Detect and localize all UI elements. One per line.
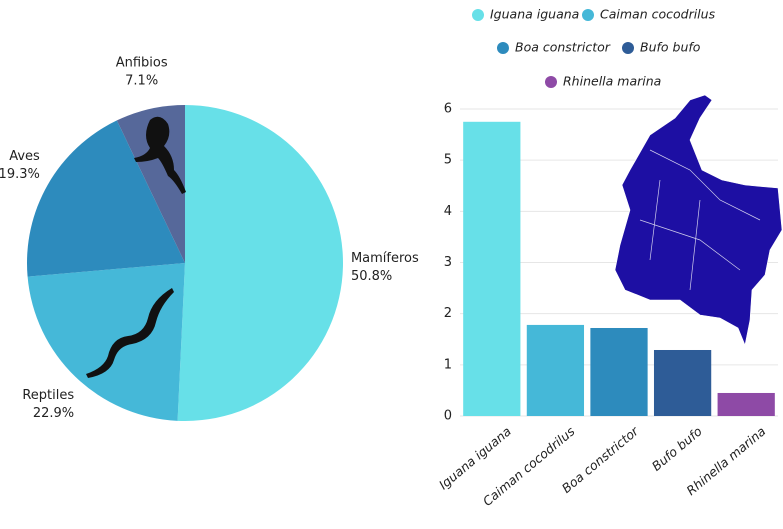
slice-value-label: 19.3%: [0, 167, 40, 182]
bar: [526, 324, 585, 416]
frog-silhouette: [134, 116, 186, 194]
map-colombia: [614, 94, 783, 347]
slice-label: Aves: [9, 149, 40, 164]
legend-label: Iguana iguana: [490, 7, 579, 22]
bar: [717, 392, 775, 416]
snake-silhouette: [86, 288, 174, 378]
y-tick-label: 2: [444, 306, 452, 321]
slice-label: Mamíferos: [351, 251, 419, 266]
bar: [590, 327, 648, 416]
legend-swatch: [472, 9, 484, 21]
bar: [463, 121, 521, 417]
bar: [653, 349, 712, 416]
y-tick-label: 5: [444, 153, 452, 168]
legend-swatch: [545, 76, 557, 88]
legend-label: Caiman cocodrilus: [600, 7, 716, 22]
y-tick-label: 6: [444, 102, 452, 117]
legend-swatch: [497, 42, 509, 54]
slice-value-label: 50.8%: [351, 269, 392, 284]
slice-value-label: 7.1%: [125, 73, 158, 88]
slice-label: Reptiles: [22, 388, 74, 403]
legend-label: Bufo bufo: [640, 40, 701, 55]
x-tick-label: Bufo bufo: [649, 423, 705, 474]
slice-value-label: 22.9%: [33, 406, 74, 421]
pie-slice: [116, 105, 185, 263]
pie-slice: [177, 105, 344, 421]
y-tick-label: 3: [444, 255, 452, 270]
y-tick-label: 4: [444, 204, 452, 219]
y-tick-label: 0: [444, 409, 452, 424]
legend-swatch: [582, 9, 594, 21]
legend-label: Boa constrictor: [515, 40, 611, 55]
pie-slice: [27, 263, 185, 421]
legend-label: Rhinella marina: [563, 74, 661, 89]
y-tick-label: 1: [444, 357, 452, 372]
pie-slice: [26, 120, 185, 277]
legend-swatch: [622, 42, 634, 54]
slice-label: Anfibios: [116, 55, 168, 70]
